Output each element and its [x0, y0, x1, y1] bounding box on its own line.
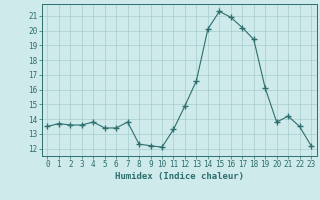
- X-axis label: Humidex (Indice chaleur): Humidex (Indice chaleur): [115, 172, 244, 181]
